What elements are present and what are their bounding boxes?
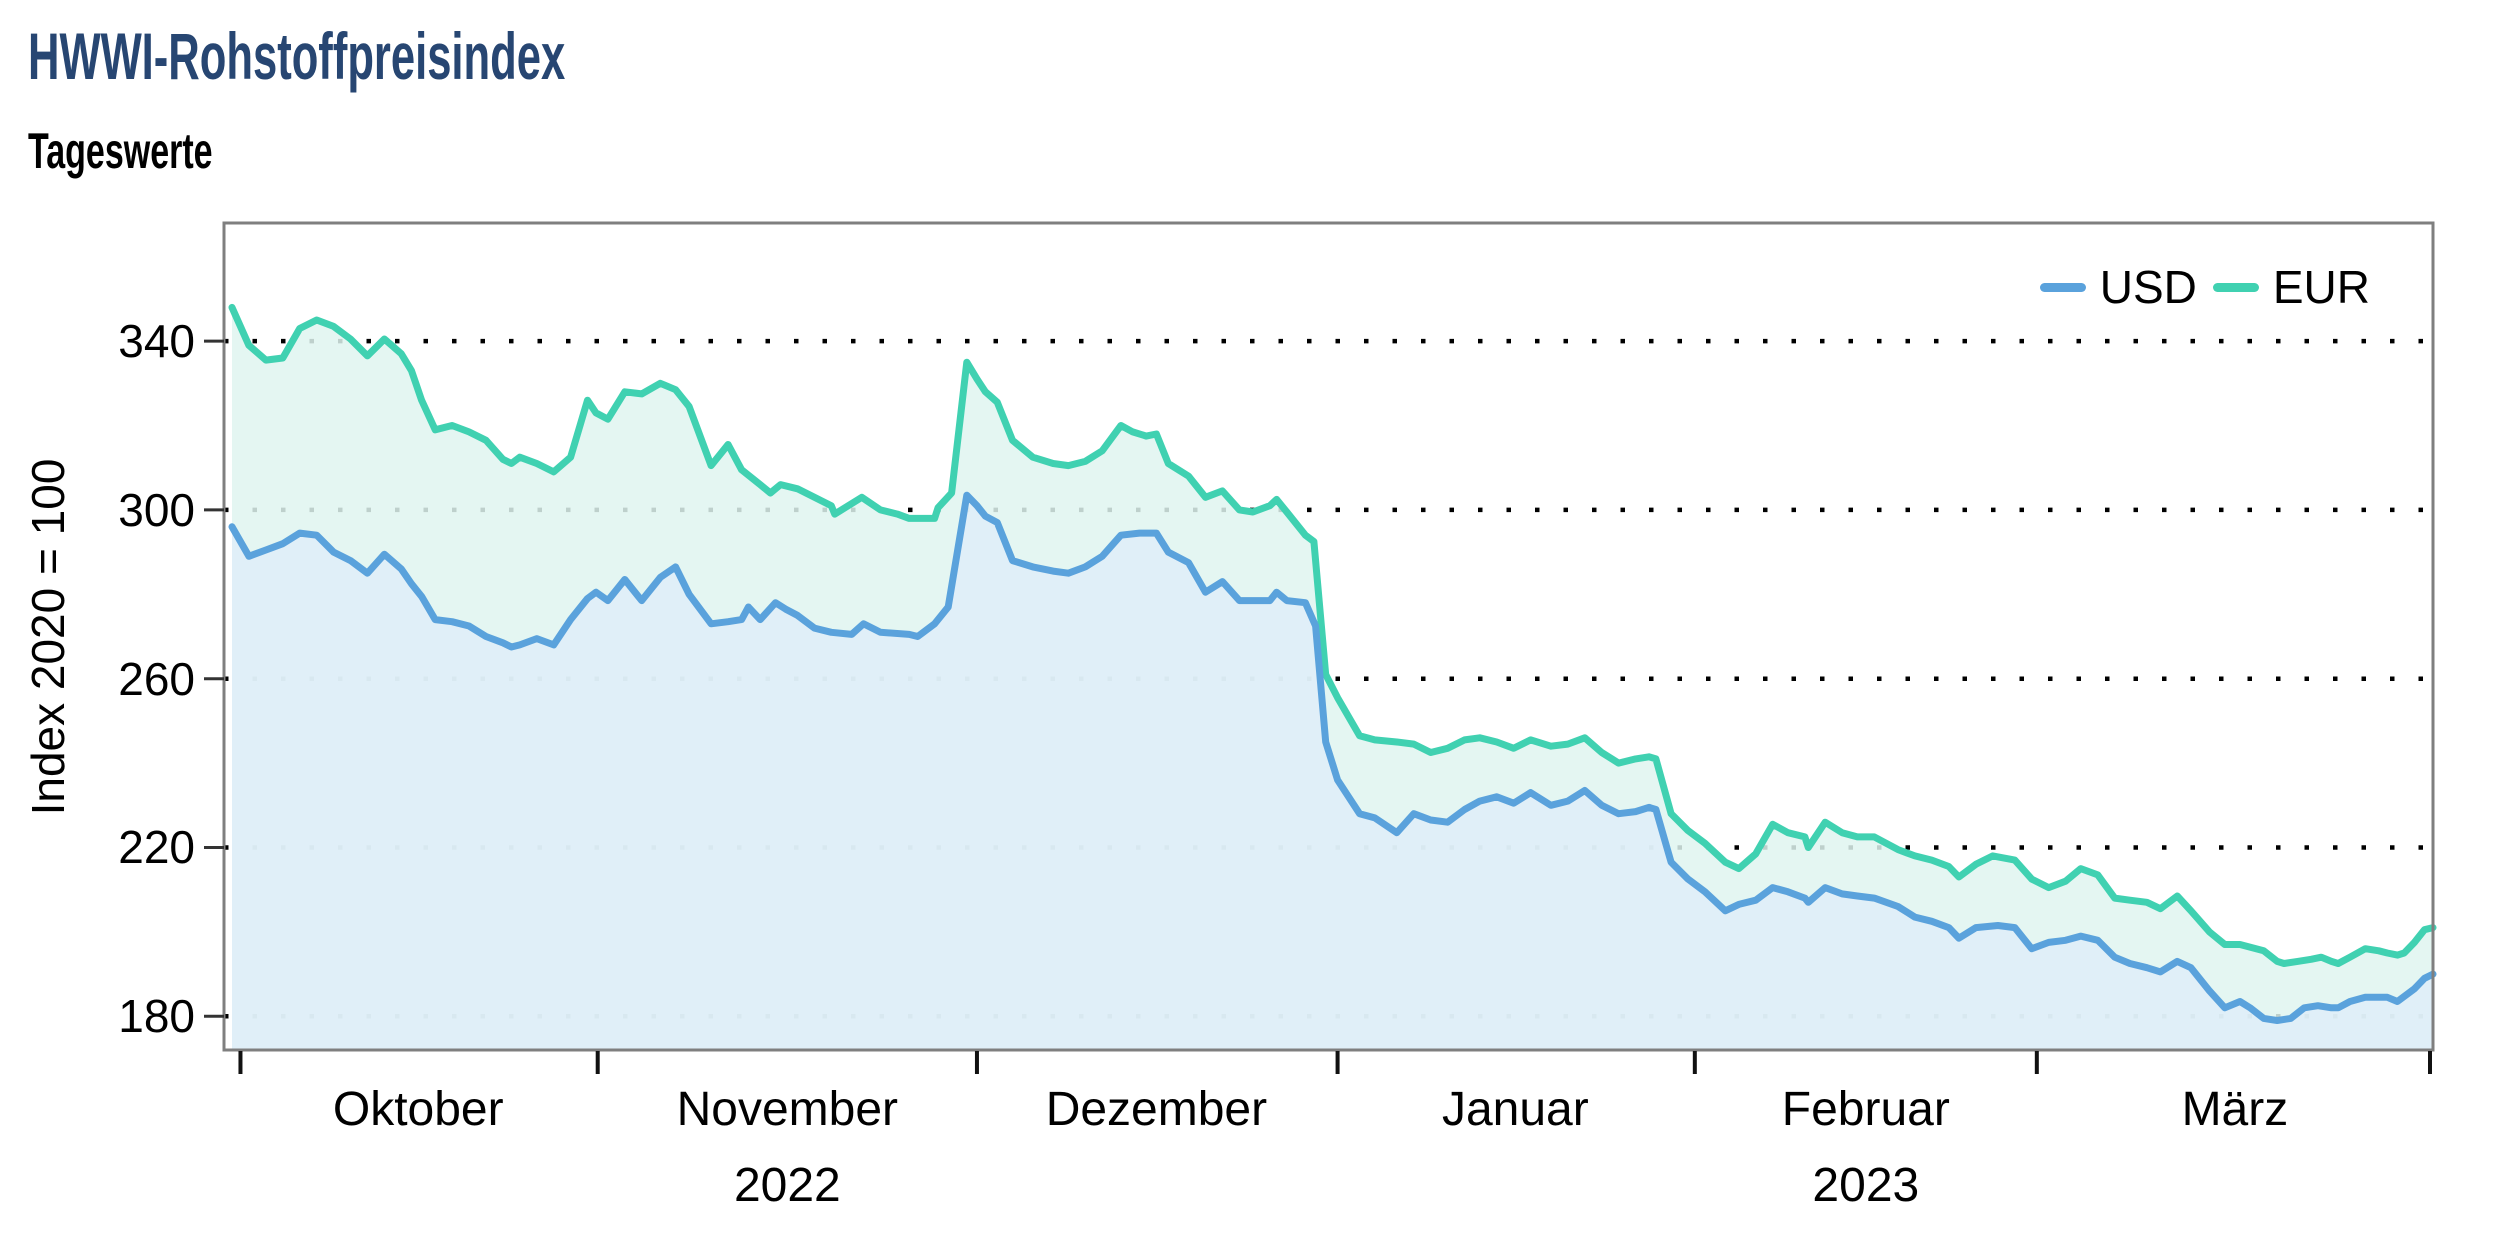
y-tick-label-180: 180 — [118, 990, 195, 1043]
x-month-label-Januar: Januar — [1441, 1083, 1589, 1136]
x-year-label-2023: 2023 — [1812, 1159, 1920, 1212]
x-month-label-Dezember: Dezember — [1045, 1083, 1268, 1136]
x-month-label-November: November — [676, 1083, 899, 1136]
x-month-label-März: März — [2181, 1083, 2289, 1136]
legend-item-usd: USD — [2039, 261, 2197, 313]
legend-swatch-usd — [2039, 282, 2086, 292]
legend: USD EUR — [2039, 261, 2370, 313]
eur-line — [228, 303, 2437, 967]
plot-border — [222, 221, 2435, 1052]
legend-item-eur: EUR — [2212, 261, 2370, 313]
page-subtitle: Tageswerte — [28, 123, 213, 179]
x-year-label-2022: 2022 — [733, 1159, 841, 1212]
y-tick-label-340: 340 — [118, 315, 195, 368]
y-tick-label-300: 300 — [118, 483, 195, 536]
page-title: HWWI-Rohstoffpreisindex — [28, 19, 566, 93]
legend-label-eur: EUR — [2272, 261, 2370, 313]
y-tick-label-220: 220 — [118, 821, 195, 874]
y-tick-label-260: 260 — [118, 652, 195, 705]
usd-line — [228, 491, 2437, 1024]
legend-label-usd: USD — [2099, 261, 2197, 313]
legend-swatch-eur — [2212, 282, 2259, 292]
x-month-label-Oktober: Oktober — [332, 1083, 504, 1136]
x-month-label-Februar: Februar — [1781, 1083, 1950, 1136]
